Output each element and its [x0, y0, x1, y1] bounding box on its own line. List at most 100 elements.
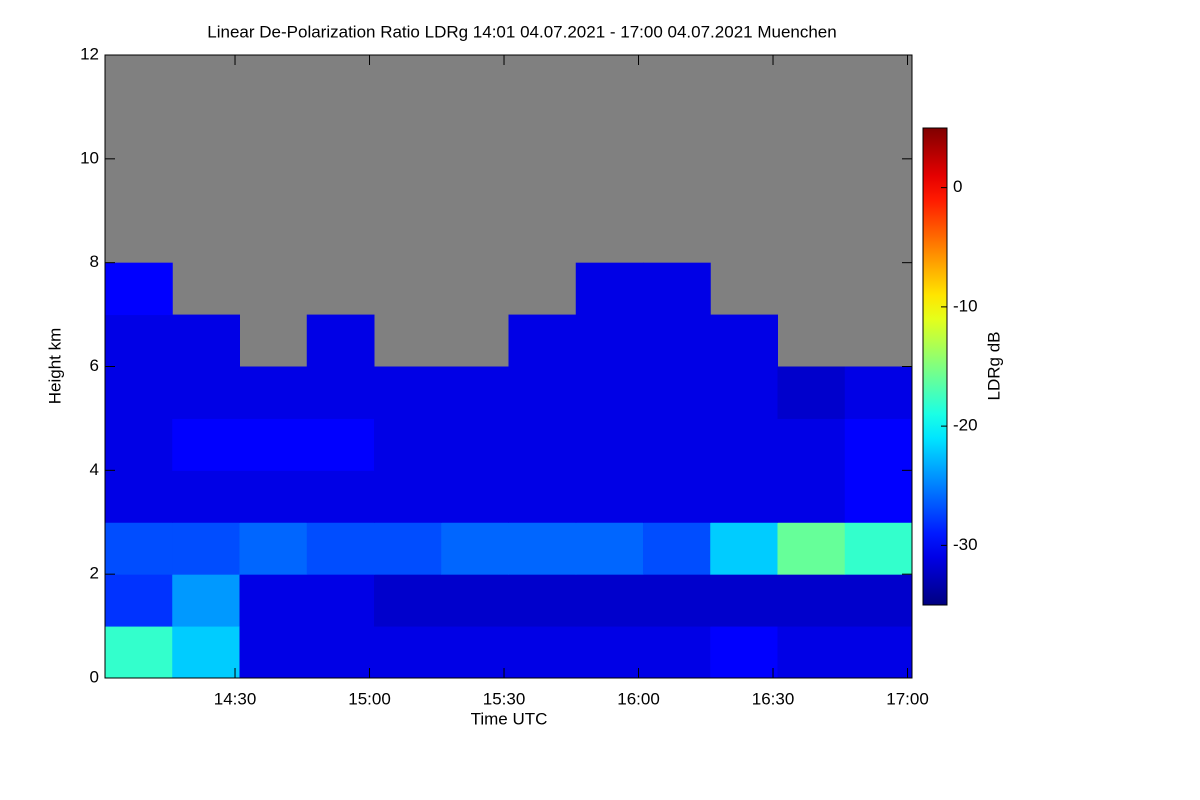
heatmap-cell	[441, 366, 509, 419]
heatmap-cell	[508, 574, 577, 627]
heatmap-cell	[777, 470, 846, 523]
heatmap-cell	[710, 418, 778, 471]
y-tick-label: 6	[90, 356, 99, 375]
x-axis-label: Time UTC	[471, 709, 548, 728]
heatmap-cell	[575, 418, 644, 471]
heatmap-cell	[374, 626, 442, 679]
heatmap-cell	[643, 522, 711, 575]
colorbar	[922, 127, 948, 606]
heatmap-cell	[710, 314, 778, 367]
colorbar-tick-label: 0	[953, 177, 962, 196]
heatmap-cell	[306, 574, 375, 627]
heatmap-cell	[172, 366, 240, 419]
heatmap-cell	[374, 418, 442, 471]
heatmap-cell	[844, 522, 913, 575]
x-tick-label: 16:30	[752, 689, 795, 708]
heatmap-cell	[643, 366, 711, 419]
heatmap-cell	[643, 574, 711, 627]
heatmap-cell	[306, 522, 375, 575]
heatmap-cell	[844, 418, 913, 471]
heatmap-cell	[575, 262, 644, 316]
heatmap-cell	[306, 366, 375, 419]
heatmap-cell	[508, 314, 577, 367]
heatmap-cell	[306, 626, 375, 679]
heatmap-cell	[508, 626, 577, 679]
heatmap-cell	[844, 574, 913, 627]
y-axis-label: Height km	[45, 328, 64, 405]
colorbar-tick-label: -10	[953, 296, 978, 315]
heatmap-cell	[710, 366, 778, 419]
y-tick-label: 0	[90, 667, 99, 686]
heatmap-cell	[441, 574, 509, 627]
chart-title: Linear De-Polarization Ratio LDRg 14:01 …	[207, 22, 836, 41]
heatmap-cell	[172, 418, 240, 471]
heatmap-cell	[172, 574, 240, 627]
heatmap-cell	[710, 626, 778, 679]
heatmap-cell	[508, 366, 577, 419]
heatmap-cell	[844, 366, 913, 419]
heatmap-cell	[710, 470, 778, 523]
heatmap-cell	[575, 522, 644, 575]
heatmap-cell	[374, 522, 442, 575]
heatmap-cell	[105, 418, 173, 471]
heatmap-cell	[239, 418, 308, 471]
x-tick-label: 16:00	[617, 689, 660, 708]
heatmap-cell	[306, 418, 375, 471]
heatmap-cell	[105, 262, 173, 316]
y-tick-label: 8	[90, 252, 99, 271]
heatmap-cell	[306, 470, 375, 523]
heatmap-cell	[575, 314, 644, 367]
heatmap-cell	[172, 314, 240, 367]
heatmap-cell	[777, 626, 846, 679]
heatmap-cell	[777, 522, 846, 575]
heatmap-cell	[239, 366, 308, 419]
y-tick-label: 12	[80, 44, 99, 63]
x-tick-label: 15:00	[348, 689, 391, 708]
heatmap-cell	[441, 470, 509, 523]
heatmap-cell	[710, 574, 778, 627]
heatmap-cell	[239, 470, 308, 523]
heatmap-cell	[575, 470, 644, 523]
heatmap-cell	[643, 314, 711, 367]
y-tick-label: 10	[80, 148, 99, 167]
heatmap-cell	[643, 262, 711, 316]
heatmap-cell	[575, 574, 644, 627]
heatmap-cell	[508, 418, 577, 471]
y-tick-label: 4	[90, 460, 99, 479]
heatmap-cell	[374, 366, 442, 419]
heatmap-cell	[105, 314, 173, 367]
heatmap-cell	[508, 470, 577, 523]
heatmap-cell	[844, 470, 913, 523]
heatmap-cell	[777, 366, 846, 419]
heatmap-cell	[575, 366, 644, 419]
heatmap-cell	[105, 470, 173, 523]
heatmap-cell	[643, 470, 711, 523]
colorbar-label: LDRg dB	[984, 332, 1003, 401]
heatmap-cell	[441, 418, 509, 471]
colorbar-tick-label: -20	[953, 416, 978, 435]
heatmap-cell	[777, 418, 846, 471]
heatmap-cell	[643, 418, 711, 471]
heatmap-cell	[508, 522, 577, 575]
heatmap-cell	[172, 470, 240, 523]
y-tick-label: 2	[90, 564, 99, 583]
x-tick-label: 14:30	[214, 689, 257, 708]
heatmap-cell	[105, 522, 173, 575]
heatmap-cell	[441, 522, 509, 575]
heatmap-cell	[441, 626, 509, 679]
heatmap-cell	[239, 522, 308, 575]
heatmap-cell	[105, 574, 173, 627]
heatmap-cell	[172, 626, 240, 679]
heatmap-cell	[374, 470, 442, 523]
heatmap-cell	[306, 314, 375, 367]
heatmap-cell	[105, 626, 173, 679]
heatmap-cell	[710, 522, 778, 575]
heatmap-cell	[844, 626, 913, 679]
heatmap-cell	[777, 574, 846, 627]
heatmap-cell	[105, 366, 173, 419]
heatmap-cell	[643, 626, 711, 679]
heatmap-cell	[575, 626, 644, 679]
heatmap-cell	[374, 574, 442, 627]
